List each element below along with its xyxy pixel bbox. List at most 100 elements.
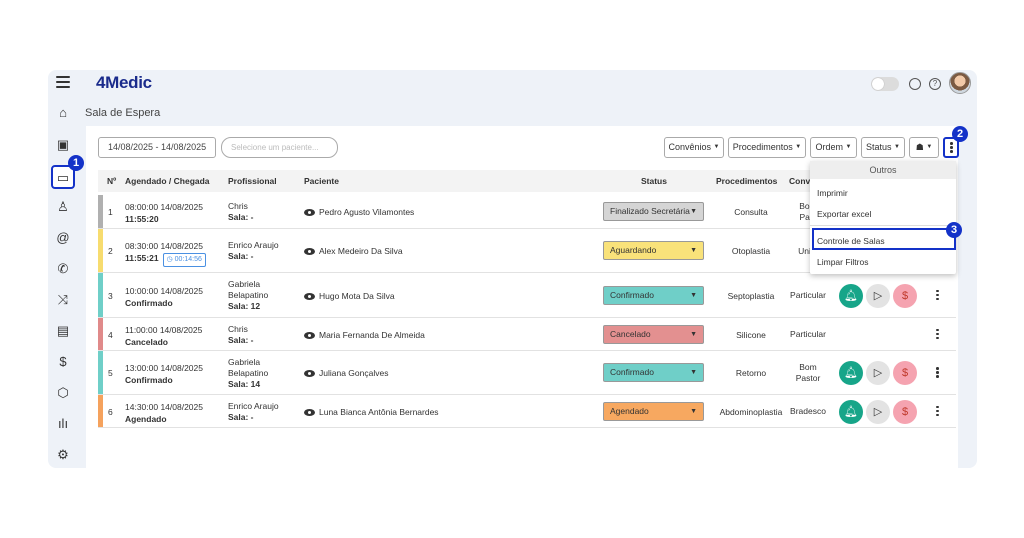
th-scheduled: Agendado / Chegada (125, 176, 210, 186)
room-label: Sala: - (228, 411, 254, 422)
dollar-icon[interactable]: $ (893, 361, 917, 385)
patient-name: Juliana Gonçalves (319, 368, 389, 378)
callout-1: 1 (68, 155, 84, 171)
status-color-bar (98, 395, 103, 427)
eye-icon[interactable] (304, 408, 315, 416)
patient-name: Pedro Agusto Vilamontes (319, 207, 415, 217)
dollar-icon[interactable]: $ (893, 283, 917, 308)
patient-cell[interactable]: Hugo Mota Da Silva (304, 291, 395, 301)
convenio: Bom Past (783, 201, 833, 223)
table-row[interactable]: 4 11:00:00 14/08/2025 Cancelado Chris Sala: … (98, 318, 956, 351)
dropdown-arrow-icon: ▼ (690, 208, 697, 215)
date-range-input[interactable]: 14/08/2025 - 14/08/2025 (98, 137, 216, 158)
help-icon[interactable]: ? (929, 78, 941, 90)
clipboard-icon[interactable]: ▤ (56, 323, 70, 338)
home-icon[interactable]: ⌂ (59, 105, 67, 120)
row-kebab-icon[interactable] (936, 328, 939, 341)
patient-cell[interactable]: Luna Bianca Antônia Bernardes (304, 407, 439, 417)
table-row[interactable]: 6 14:30:00 14/08/2025 Agendado Enrico Arauj… (98, 395, 956, 428)
procedure: Retorno (735, 368, 767, 378)
menu-item-limpar-filtros[interactable]: Limpar Filtros (817, 257, 869, 267)
page-title: Sala de Espera (85, 107, 161, 119)
avatar[interactable] (949, 72, 971, 94)
convenio: Particular (783, 329, 833, 340)
theme-toggle[interactable] (871, 77, 899, 91)
professional-name: Belapatino (228, 290, 269, 300)
status-select[interactable]: Confirmado ▼ (603, 363, 704, 382)
send-icon[interactable]: ▷ (866, 283, 890, 308)
th-convenio: Conv (789, 176, 811, 186)
table-row[interactable]: 2 08:30:00 14/08/2025 11:55:21 ◷ 00:14:56 En… (98, 229, 956, 273)
arrival-text: Confirmado (125, 297, 173, 308)
send-icon[interactable]: ▷ (866, 361, 890, 385)
patient-cell[interactable]: Alex Medeiro Da Silva (304, 246, 403, 256)
convenios-label: Convênios (668, 142, 712, 152)
calendar-icon[interactable]: ▣ (56, 137, 70, 152)
arrival-info: Agendado (125, 413, 203, 425)
status-select[interactable]: Aguardando ▼ (603, 241, 704, 260)
bell-icon[interactable]: 🔔︎ (839, 283, 863, 308)
status-filter[interactable]: Status ▼ (861, 137, 905, 158)
table-row[interactable]: 5 13:00:00 14/08/2025 Confirmado Gabriela Be… (98, 351, 956, 395)
ordem-filter[interactable]: Ordem ▼ (810, 137, 857, 158)
procedimentos-filter[interactable]: Procedimentos ▼ (728, 137, 806, 158)
row-number: 6 (108, 406, 113, 417)
menu-icon[interactable] (56, 76, 70, 88)
row-kebab-icon[interactable] (936, 367, 939, 379)
status-select[interactable]: Cancelado ▼ (603, 324, 704, 344)
bell-icon[interactable]: 🔔︎ (839, 361, 863, 385)
convenios-filter[interactable]: Convênios ▼ (664, 137, 724, 158)
eye-icon[interactable] (304, 248, 315, 256)
chart-icon[interactable]: ılı (57, 416, 69, 431)
arrival-text: 11:55:21 (125, 253, 159, 263)
eye-icon[interactable] (304, 370, 315, 378)
row-number: 5 (108, 368, 113, 378)
status-select[interactable]: Confirmado ▼ (603, 285, 704, 305)
status-value: Aguardando (610, 245, 657, 255)
eye-icon[interactable] (304, 292, 315, 300)
patient-cell[interactable]: Juliana Gonçalves (304, 368, 388, 378)
shuffle-icon[interactable]: ⤨ (57, 292, 69, 307)
gear-icon[interactable]: ⚙ (57, 447, 69, 462)
phone-icon[interactable]: ✆ (57, 261, 69, 276)
at-icon[interactable]: @ (56, 230, 70, 245)
dollar-icon[interactable]: $ (59, 354, 67, 369)
menu-item-controle-de-salas[interactable]: Controle de Salas (817, 236, 885, 246)
menu-item-imprimir[interactable]: Imprimir (817, 188, 848, 198)
row-kebab-icon[interactable] (936, 289, 939, 302)
ordem-label: Ordem (815, 142, 844, 152)
arrival-text: Cancelado (125, 336, 168, 347)
send-icon[interactable]: ▷ (866, 399, 890, 424)
group-filter[interactable]: ☗ ▼ (909, 137, 939, 158)
status-select[interactable]: Agendado ▼ (603, 401, 704, 421)
patient-cell[interactable]: Maria Fernanda De Almeida (304, 330, 425, 340)
status-value: Cancelado (610, 328, 651, 339)
table-row[interactable]: 1 08:00:00 14/08/2025 11:55:20 Chris Sala: -… (98, 195, 956, 229)
dropdown-arrow-icon: ▼ (690, 330, 697, 338)
room-label: Sala: - (228, 251, 254, 261)
scheduled-time: 08:00:00 14/08/2025 (125, 202, 203, 212)
kebab-icon (950, 142, 953, 154)
procedure: Abdominoplastia (719, 406, 783, 417)
room-label: Sala: - (228, 334, 254, 345)
convenio: Particular (783, 290, 833, 301)
status-select[interactable]: Finalizado Secretária ▼ (603, 202, 704, 221)
dropdown-arrow-icon: ▼ (690, 369, 697, 376)
app-logo: 4Medic (96, 73, 152, 92)
more-options-button[interactable] (943, 137, 959, 158)
table-row[interactable]: 3 10:00:00 14/08/2025 Confirmado Gabriela Be… (98, 273, 956, 318)
eye-icon[interactable] (304, 209, 315, 217)
bell-icon[interactable]: 🔔︎ (839, 399, 863, 424)
row-kebab-icon[interactable] (936, 405, 939, 418)
eye-icon[interactable] (304, 331, 315, 339)
procedure: Otoplastia (731, 246, 771, 256)
dollar-icon[interactable]: $ (893, 399, 917, 424)
menu-item-exportar-excel[interactable]: Exportar excel (817, 209, 872, 219)
chat-icon[interactable] (909, 78, 921, 90)
patient-cell[interactable]: Pedro Agusto Vilamontes (304, 207, 414, 217)
user-icon[interactable]: ♙ (57, 199, 69, 214)
patient-search-input[interactable]: Selecione um paciente... (221, 137, 338, 158)
status-color-bar (98, 351, 103, 394)
box-icon[interactable]: ⬡ (57, 385, 69, 400)
convenio: Unim (783, 246, 833, 257)
